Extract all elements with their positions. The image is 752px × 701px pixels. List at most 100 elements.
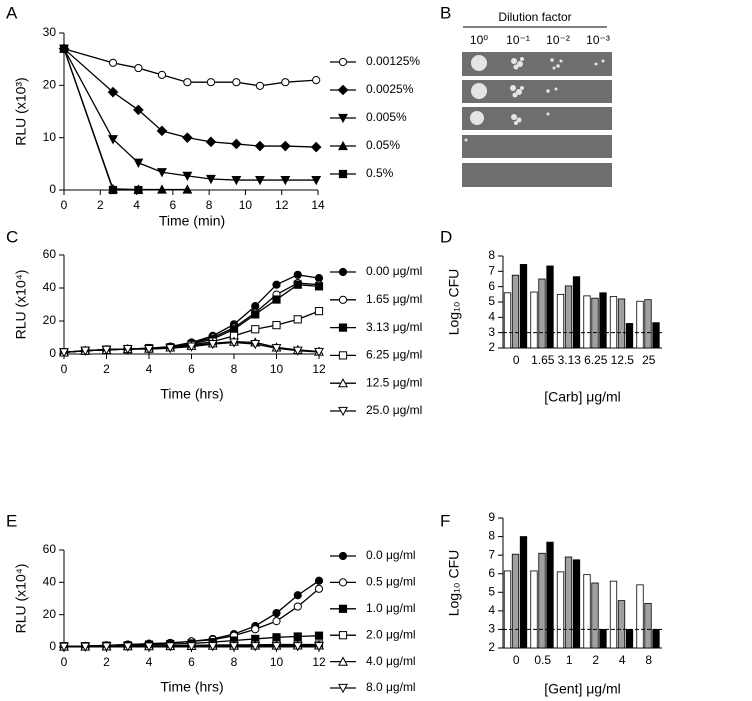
legend-label: 0.05% xyxy=(366,138,400,152)
marker xyxy=(272,280,281,289)
marker xyxy=(310,141,322,153)
x-tick-label: 12 xyxy=(312,655,326,669)
marker xyxy=(231,138,242,150)
marker xyxy=(165,642,176,652)
y-axis-label: RLU (x10⁴) xyxy=(13,270,29,340)
x-tick-label: 4 xyxy=(146,655,153,669)
marker xyxy=(59,348,69,358)
bar xyxy=(583,295,591,349)
marker xyxy=(314,307,324,316)
bar xyxy=(564,556,573,649)
marker xyxy=(59,642,69,652)
legend-marker xyxy=(338,551,348,561)
legend-label: 0.5 μg/ml xyxy=(366,575,416,589)
x-tick-label: 4 xyxy=(133,198,140,212)
y-tick-label: 60 xyxy=(43,247,57,261)
marker xyxy=(250,642,261,652)
bar xyxy=(625,629,634,649)
marker xyxy=(108,185,118,195)
marker xyxy=(250,340,261,350)
x-axis-label: [Gent] μg/ml xyxy=(544,681,621,697)
marker xyxy=(314,584,324,593)
x-tick-label: 8 xyxy=(206,198,213,212)
panel-label: D xyxy=(440,227,452,246)
y-tick-label: 4 xyxy=(488,603,495,617)
bar xyxy=(636,584,644,649)
legend-marker xyxy=(338,295,348,304)
dilution-label: 10⁻² xyxy=(546,33,570,47)
y-tick-label: 20 xyxy=(43,78,57,92)
marker xyxy=(314,642,324,652)
y-tick-label: 5 xyxy=(488,294,495,308)
legend-marker xyxy=(338,140,348,151)
y-tick-label: 2 xyxy=(488,640,495,654)
y-tick-label: 8 xyxy=(488,529,495,543)
y-tick-label: 7 xyxy=(488,264,495,278)
legend-marker xyxy=(338,113,348,124)
panel-label: A xyxy=(6,3,18,22)
marker xyxy=(293,632,302,641)
marker xyxy=(272,617,281,626)
marker xyxy=(134,63,143,73)
y-tick-label: 60 xyxy=(43,542,57,556)
marker xyxy=(251,325,260,334)
legend-label: 0.00 μg/ml xyxy=(366,264,422,278)
marker xyxy=(144,642,154,652)
bar xyxy=(530,570,538,649)
legend-marker xyxy=(338,323,348,332)
marker xyxy=(157,184,167,194)
y-tick-label: 6 xyxy=(488,566,495,580)
marker xyxy=(254,140,266,152)
marker xyxy=(314,282,324,291)
legend-label: 12.5 μg/ml xyxy=(366,375,422,389)
legend-label: 0.0025% xyxy=(366,82,414,96)
x-tick-label: 6 xyxy=(188,655,195,669)
marker xyxy=(255,81,265,90)
bar xyxy=(519,264,528,349)
x-tick-label: 0 xyxy=(61,198,68,212)
x-tick-label: 10 xyxy=(239,198,253,212)
y-tick-label: 3 xyxy=(488,622,495,636)
bar xyxy=(511,274,520,349)
legend-label: 0.5% xyxy=(366,166,394,180)
bar xyxy=(625,323,634,349)
x-tick-label: 3.13 xyxy=(558,353,582,367)
marker xyxy=(314,347,324,358)
legend-label: 0.0 μg/ml xyxy=(366,548,416,562)
bar xyxy=(538,552,546,649)
x-tick-label: 12 xyxy=(275,198,289,212)
plate-row xyxy=(462,80,612,103)
y-tick-label: 20 xyxy=(43,607,57,621)
marker xyxy=(231,175,242,186)
bar xyxy=(530,291,538,349)
legend-marker xyxy=(338,406,348,417)
x-tick-label: 12.5 xyxy=(611,353,635,367)
bar xyxy=(511,553,520,649)
x-axis-label: [Carb] μg/ml xyxy=(544,389,621,405)
legend-marker xyxy=(338,604,348,613)
plate-row xyxy=(462,107,612,130)
marker xyxy=(293,270,302,279)
x-tick-label: 0 xyxy=(61,362,68,376)
bar xyxy=(556,571,565,649)
marker xyxy=(108,135,118,145)
marker xyxy=(206,78,216,87)
marker xyxy=(183,78,192,87)
legend-label: 4.0 μg/ml xyxy=(366,654,416,668)
marker xyxy=(314,631,324,640)
marker xyxy=(281,78,290,87)
marker xyxy=(207,642,218,652)
marker xyxy=(107,86,119,98)
series-line xyxy=(63,580,320,647)
bar xyxy=(652,629,660,649)
y-tick-label: 8 xyxy=(488,248,495,262)
x-tick-label: 14 xyxy=(311,198,325,212)
marker xyxy=(59,44,69,53)
marker xyxy=(182,184,193,194)
marker xyxy=(271,344,282,354)
bar xyxy=(519,536,528,649)
marker xyxy=(133,104,144,116)
x-tick-label: 1.65 xyxy=(531,353,555,367)
bar xyxy=(599,629,607,649)
